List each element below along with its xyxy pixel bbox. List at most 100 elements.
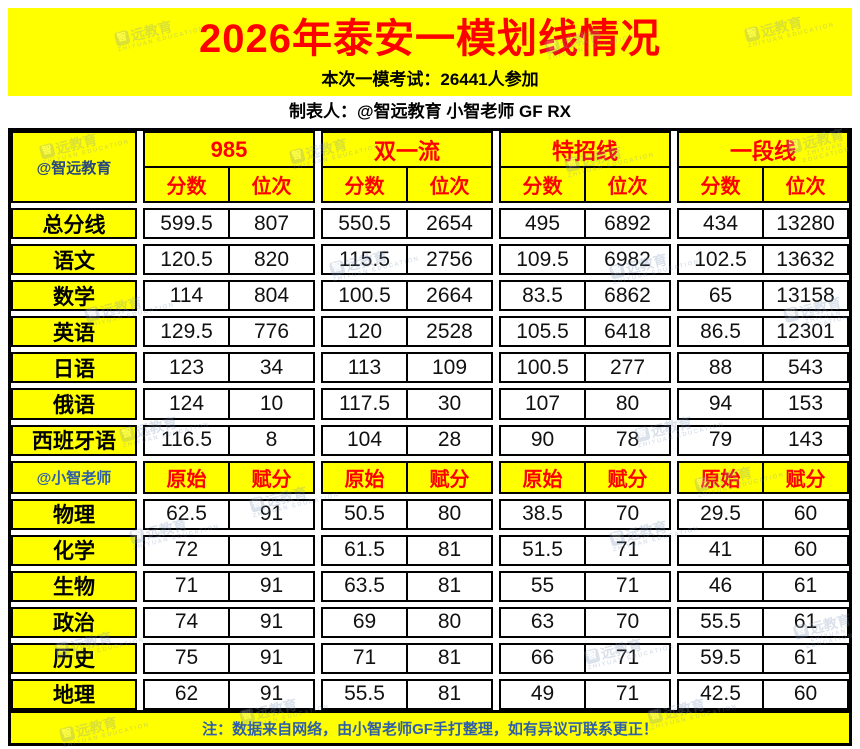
value-cell: 55.5 — [344, 682, 385, 706]
value-cell: 2756 — [406, 246, 491, 274]
table-row: 数学 114 804 100.5 2664 83.5 6862 65 13158 — [11, 280, 849, 312]
value-cell: 90 — [530, 428, 555, 452]
value-cell: 117.5 — [339, 391, 390, 415]
subheader-group: 原始 赋分 — [499, 460, 671, 494]
value-cell: 2654 — [406, 210, 491, 238]
subheader-cell: 赋分 — [406, 462, 491, 492]
value-group: 49 71 — [499, 678, 671, 711]
value-cell: 94 — [708, 391, 733, 415]
row-label: 地理 — [11, 678, 137, 711]
table-row: 生物 71 91 63.5 81 55 71 46 61 — [11, 570, 849, 602]
value-cell: 116.5 — [161, 428, 212, 452]
group-name: 双一流 — [323, 133, 491, 169]
value-cell: 434 — [702, 211, 739, 235]
title-banner: 2026年泰安一模划线情况 本次一模考试：26441人参加 — [8, 8, 852, 96]
value-group: 29.5 60 — [677, 498, 849, 530]
value-cell: 277 — [584, 354, 669, 382]
value-group: 86.5 12301 — [677, 316, 849, 348]
table-body: @智远教育 985 分数 位次 双一流 分数 位次 特招线 分数 位次 一段线 分数 位次 总分线 599.… — [11, 131, 849, 711]
column-group-header: 特招线 分数 位次 — [499, 131, 671, 204]
value-cell: 13632 — [762, 246, 847, 274]
value-group: 109.5 6982 — [499, 244, 671, 276]
value-group: 66 71 — [499, 642, 671, 674]
value-cell: 41 — [708, 538, 733, 562]
value-cell: 51.5 — [522, 538, 563, 562]
value-cell: 79 — [708, 428, 733, 452]
value-group: 83.5 6862 — [499, 280, 671, 312]
value-group: 117.5 30 — [321, 388, 493, 420]
value-cell: 81 — [406, 572, 491, 600]
value-cell: 70 — [584, 500, 669, 528]
value-cell: 115.5 — [339, 247, 390, 271]
header-row: @智远教育 985 分数 位次 双一流 分数 位次 特招线 分数 位次 一段线 分数 位次 — [11, 131, 849, 204]
value-cell: 66 — [530, 646, 555, 670]
value-cell: 71 — [584, 644, 669, 672]
value-group: 90 78 — [499, 424, 671, 456]
group-name: 一段线 — [679, 133, 847, 169]
value-cell: 50.5 — [344, 502, 385, 526]
value-cell: 599.5 — [160, 211, 213, 235]
value-group: 62 91 — [143, 678, 315, 711]
row-label: 化学 — [11, 534, 137, 566]
value-group: 104 28 — [321, 424, 493, 456]
subheader-pair: 分数 位次 — [323, 168, 491, 202]
subheader-cell: 位次 — [584, 168, 669, 202]
value-cell: 34 — [228, 354, 313, 382]
value-group: 41 60 — [677, 534, 849, 566]
value-cell: 78 — [584, 426, 669, 454]
row-label: 数学 — [11, 280, 137, 312]
value-group: 75 91 — [143, 642, 315, 674]
value-group: 100.5 277 — [499, 352, 671, 384]
value-cell: 129.5 — [160, 319, 213, 343]
value-group: 50.5 80 — [321, 498, 493, 530]
value-cell: 81 — [406, 536, 491, 564]
credit-cell-xiaozhi: @小智老师 — [11, 460, 137, 494]
value-cell: 42.5 — [700, 682, 741, 706]
subheader-pair: 分数 位次 — [679, 168, 847, 202]
subheader-group: 原始 赋分 — [143, 460, 315, 494]
table-row: 日语 123 34 113 109 100.5 277 88 543 — [11, 352, 849, 384]
value-group: 65 13158 — [677, 280, 849, 312]
subheader-cell: 位次 — [762, 168, 847, 202]
value-cell: 6862 — [584, 282, 669, 310]
row-label: 日语 — [11, 352, 137, 384]
value-cell: 107 — [524, 391, 561, 415]
subheader-cell: 赋分 — [228, 462, 313, 492]
value-cell: 65 — [708, 283, 733, 307]
value-cell: 13158 — [762, 282, 847, 310]
value-cell: 61.5 — [344, 538, 385, 562]
value-group: 88 543 — [677, 352, 849, 384]
value-cell: 143 — [762, 426, 847, 454]
value-cell: 69 — [352, 610, 377, 634]
value-cell: 60 — [762, 680, 847, 709]
subheader-cell: 原始 — [166, 468, 207, 491]
value-cell: 29.5 — [700, 502, 741, 526]
value-group: 100.5 2664 — [321, 280, 493, 312]
table-row: 政治 74 91 69 80 63 70 55.5 61 — [11, 606, 849, 638]
value-group: 495 6892 — [499, 208, 671, 240]
table-row: 地理 62 91 55.5 81 49 71 42.5 60 — [11, 678, 849, 711]
subheader-cell: 位次 — [228, 168, 313, 202]
value-cell: 38.5 — [522, 502, 563, 526]
value-group: 434 13280 — [677, 208, 849, 240]
table-row: 总分线 599.5 807 550.5 2654 495 6892 434 13280 — [11, 208, 849, 240]
value-cell: 124 — [168, 391, 205, 415]
value-cell: 55 — [530, 574, 555, 598]
value-group: 55.5 81 — [321, 678, 493, 711]
value-cell: 49 — [530, 682, 555, 706]
value-cell: 91 — [228, 500, 313, 528]
value-cell: 61 — [762, 644, 847, 672]
row-label: 英语 — [11, 316, 137, 348]
value-group: 79 143 — [677, 424, 849, 456]
row-label: 俄语 — [11, 388, 137, 420]
value-cell: 100.5 — [338, 283, 391, 307]
value-cell: 550.5 — [338, 211, 391, 235]
value-group: 61.5 81 — [321, 534, 493, 566]
subheader-cell: 赋分 — [762, 462, 847, 492]
value-cell: 62.5 — [166, 502, 207, 526]
value-cell: 28 — [406, 426, 491, 454]
credit-cell-zhiyuan: @智远教育 — [11, 131, 137, 204]
value-cell: 71 — [352, 646, 377, 670]
value-cell: 80 — [406, 608, 491, 636]
